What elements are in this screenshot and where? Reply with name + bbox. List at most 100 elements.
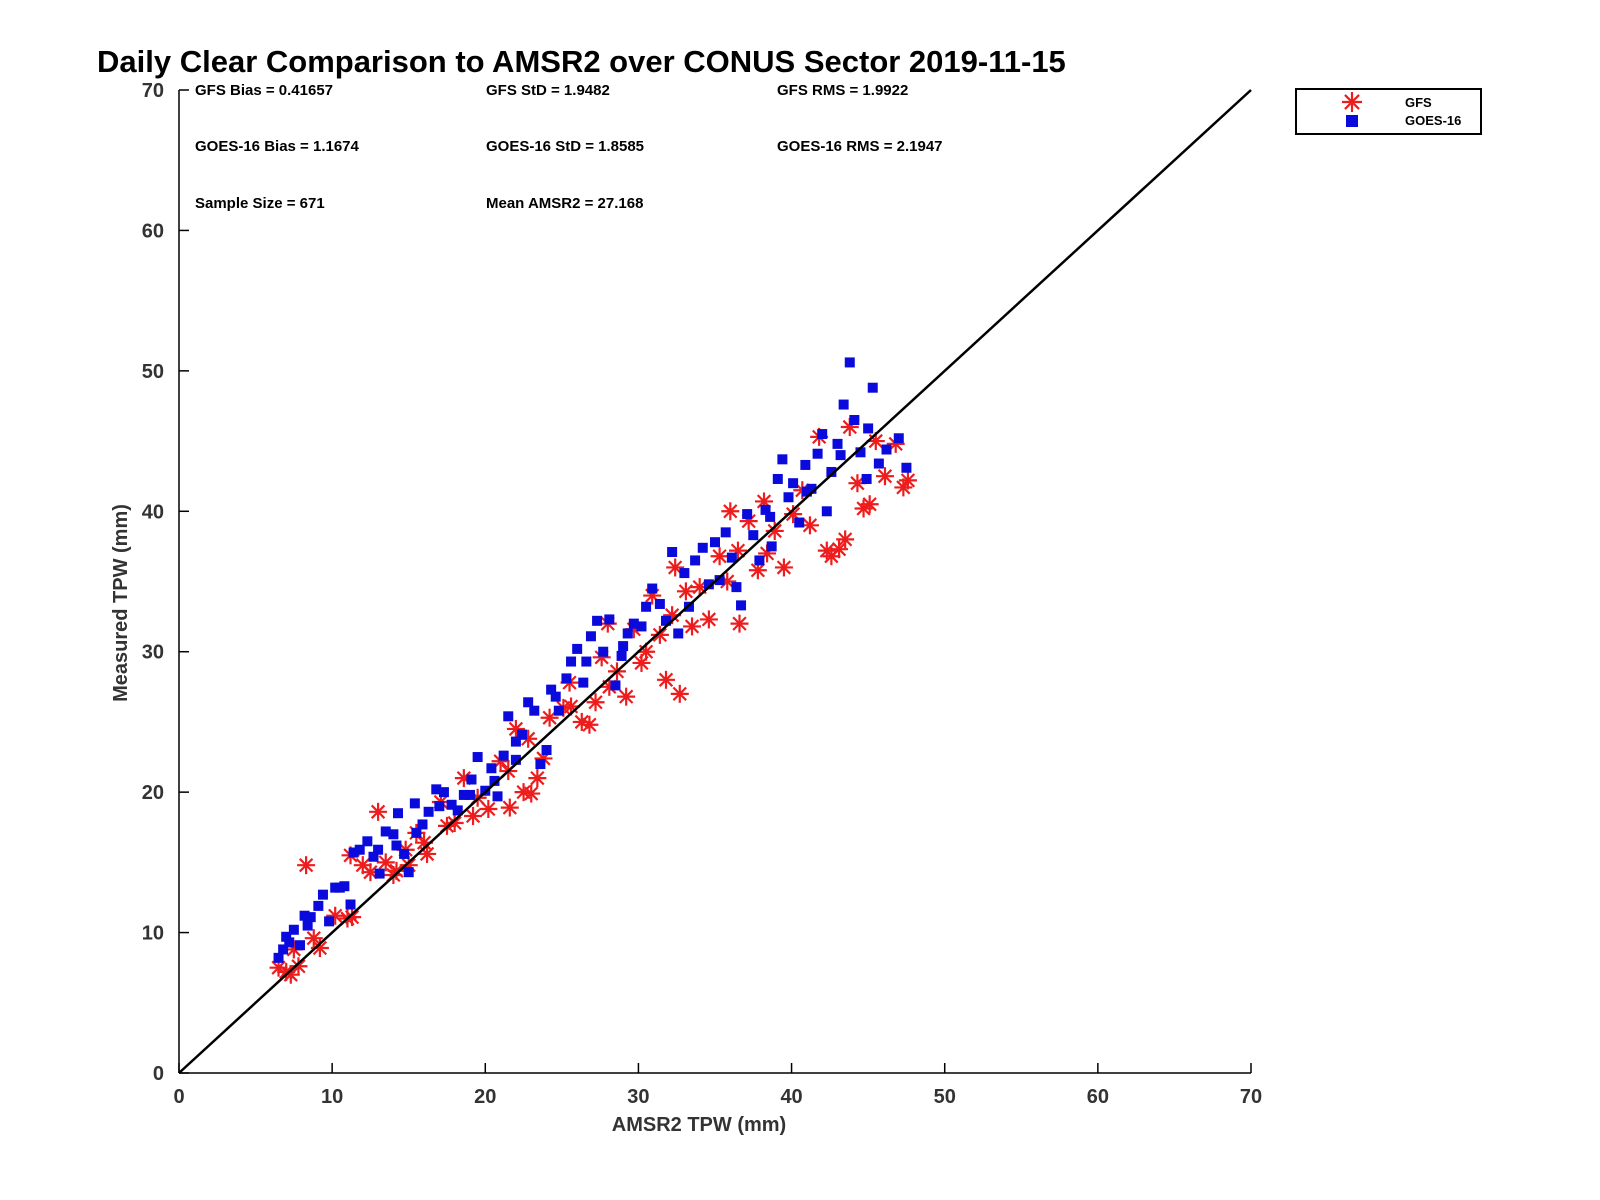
y-tick-label: 40 — [142, 501, 164, 523]
chart-title: Daily Clear Comparison to AMSR2 over CON… — [97, 44, 1066, 79]
gfs-point — [650, 625, 669, 644]
goes-16-point — [766, 541, 777, 552]
goes-16-point — [800, 459, 811, 470]
gfs-point — [683, 617, 702, 636]
goes-16-point — [598, 646, 609, 657]
gfs-point — [353, 856, 372, 875]
goes-16-point — [604, 614, 615, 625]
goes-16-point — [399, 848, 410, 859]
x-tick-label: 40 — [780, 1086, 802, 1108]
goes-16-point — [703, 579, 714, 590]
goes-16-point — [373, 844, 384, 855]
goes-16-point — [388, 829, 399, 840]
goes-16-point — [374, 868, 385, 879]
gfs-point — [580, 715, 599, 734]
x-tick-label: 30 — [627, 1086, 649, 1108]
goes-16-point — [690, 555, 701, 566]
gfs-point — [875, 467, 894, 486]
goes-16-point — [772, 473, 783, 484]
goes-16-point — [893, 433, 904, 444]
gfs-point — [898, 471, 917, 490]
goes-16-point — [667, 547, 678, 558]
legend-goes-square-icon — [1346, 115, 1358, 127]
goes-16-point — [498, 750, 509, 761]
y-tick-label: 30 — [142, 642, 164, 664]
legend-label-goes: GOES-16 — [1405, 113, 1461, 128]
goes-16-point — [446, 799, 457, 810]
goes-16-point — [788, 478, 799, 489]
goes-16-point — [748, 530, 759, 541]
goes-16-point — [334, 882, 345, 893]
goes-16-point — [391, 840, 402, 851]
goes-16-point — [517, 729, 528, 740]
goes-16-point — [313, 900, 324, 911]
goes-16-point — [855, 447, 866, 458]
goes-16-point — [647, 583, 658, 594]
goes-16-point — [861, 473, 872, 484]
goes-16-point — [783, 492, 794, 503]
gfs-rms-annotation: GFS RMS = 1.9922 — [777, 82, 908, 99]
goes-16-point — [452, 805, 463, 816]
goes-16-point — [794, 517, 805, 528]
y-tick-label: 20 — [142, 782, 164, 804]
goes-16-point — [392, 808, 403, 819]
goes-16-point — [362, 836, 373, 847]
goes-16-point — [881, 444, 892, 455]
goes-16-point — [838, 399, 849, 410]
goes-16-point — [368, 851, 379, 862]
goes-16-point — [585, 631, 596, 642]
gfs-point — [369, 802, 388, 821]
goes-16-point — [742, 509, 753, 520]
goes-16-point — [673, 628, 684, 639]
goes-16-point — [812, 448, 823, 459]
legend-gfs-marker — [1342, 92, 1362, 112]
goes-16-point — [566, 656, 577, 667]
goes-16-point — [411, 827, 422, 838]
y-tick-label: 70 — [142, 80, 164, 102]
goes-16-point — [510, 754, 521, 765]
x-tick-label: 70 — [1240, 1086, 1262, 1108]
goes-16-point — [561, 673, 572, 684]
goes-16-point — [403, 867, 414, 878]
goes-16-point — [578, 677, 589, 688]
gfs-point — [479, 799, 498, 818]
gfs-point — [464, 807, 483, 826]
gfs-point — [730, 614, 749, 633]
goes-bias-annotation: GOES-16 Bias = 1.1674 — [195, 138, 360, 155]
goes-16-point — [697, 542, 708, 553]
gfs-point — [617, 687, 636, 706]
goes-16-point — [622, 628, 633, 639]
goes-16-point — [273, 952, 284, 963]
goes-16-point — [434, 801, 445, 812]
legend-gfs-asterisk-icon — [1342, 92, 1362, 112]
gfs-point — [699, 610, 718, 629]
gfs-point — [721, 502, 740, 521]
goes-16-point — [354, 844, 365, 855]
goes-16-point — [835, 450, 846, 461]
gfs-bias-annotation: GFS Bias = 0.41657 — [195, 82, 333, 99]
goes-16-point — [572, 643, 583, 654]
goes-16-point — [618, 641, 629, 652]
gfs-point — [522, 784, 541, 803]
reference-line-group — [178, 89, 1252, 1074]
series-goes-16 — [273, 357, 912, 963]
gfs-point — [376, 853, 395, 872]
gfs-point — [656, 670, 675, 689]
y-tick-label: 10 — [142, 923, 164, 945]
goes-16-point — [529, 705, 540, 716]
goes-16-point — [466, 774, 477, 785]
gfs-point — [710, 547, 729, 566]
x-tick-label: 10 — [321, 1086, 343, 1108]
gfs-point — [586, 693, 605, 712]
goes-16-point — [731, 582, 742, 593]
goes-16-point — [832, 438, 843, 449]
gfs-point — [304, 929, 323, 948]
goes-16-point — [616, 650, 627, 661]
x-axis-label: AMSR2 TPW (mm) — [612, 1114, 786, 1136]
goes-16-point — [849, 415, 860, 426]
x-tick-label: 60 — [1087, 1086, 1109, 1108]
gfs-std-annotation: GFS StD = 1.9482 — [486, 82, 610, 99]
